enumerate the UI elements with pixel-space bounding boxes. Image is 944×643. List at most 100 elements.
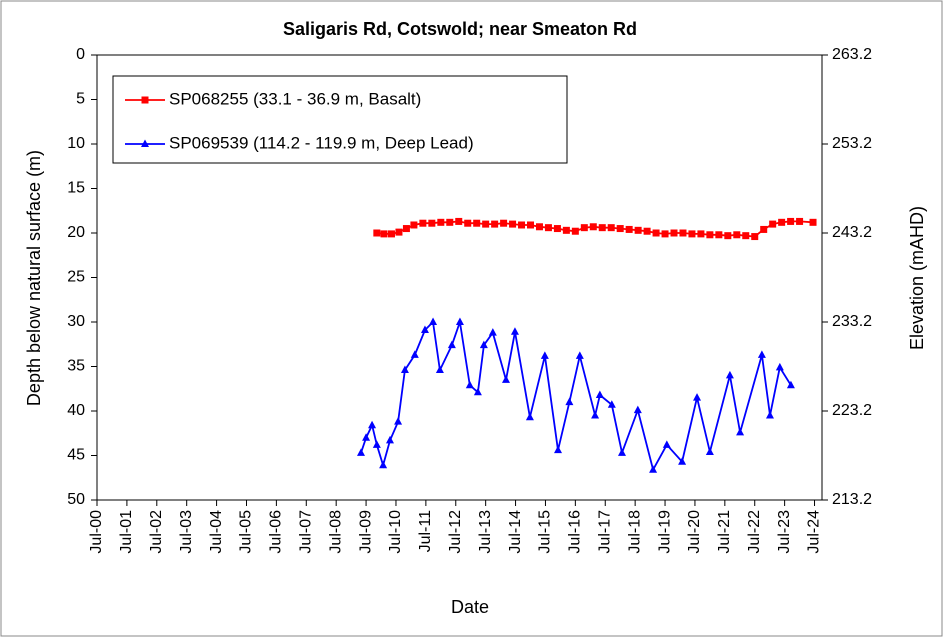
data-point <box>595 390 604 398</box>
y-axis-label: Depth below natural surface (m) <box>24 150 44 406</box>
legend-label: SP068255 (33.1 - 36.9 m, Basalt) <box>169 89 421 108</box>
data-point <box>809 218 817 226</box>
data-point <box>429 317 438 325</box>
data-point <box>428 219 436 227</box>
data-point <box>379 460 388 469</box>
data-point <box>634 226 642 234</box>
data-point <box>715 231 723 239</box>
data-point <box>607 224 615 232</box>
y2-tick-label: 253.2 <box>832 135 872 152</box>
x-tick-label: Jul-19 <box>656 510 673 554</box>
y-tick-label: 0 <box>76 46 85 63</box>
data-point <box>447 340 456 349</box>
y-tick-label: 50 <box>67 491 85 508</box>
data-point <box>652 229 660 237</box>
data-point <box>786 380 795 389</box>
data-point <box>395 228 403 236</box>
data-point <box>482 220 490 228</box>
x-tick-label: Jul-14 <box>507 510 524 554</box>
data-point <box>435 365 444 374</box>
data-point <box>535 223 543 231</box>
data-point <box>742 232 750 240</box>
data-point <box>617 448 626 456</box>
data-point <box>575 351 584 359</box>
data-point <box>525 412 534 421</box>
data-point <box>380 230 388 238</box>
data-point <box>562 226 570 234</box>
data-point <box>693 393 702 401</box>
data-point <box>385 435 394 444</box>
y2-axis-label: Elevation (mAHD) <box>907 206 927 350</box>
data-point <box>591 410 600 419</box>
legend-marker <box>141 96 149 104</box>
data-point <box>670 229 678 237</box>
data-point <box>509 220 517 228</box>
data-point <box>410 350 419 358</box>
x-tick-label: Jul-17 <box>596 510 613 554</box>
data-point <box>751 233 759 241</box>
y2-tick-label: 243.2 <box>832 224 872 241</box>
y-tick-label: 10 <box>67 135 85 152</box>
x-tick-label: Jul-06 <box>268 510 285 554</box>
x-tick-label: Jul-13 <box>477 510 494 554</box>
data-point <box>402 225 410 233</box>
legend-label: SP069539 (114.2 - 119.9 m, Deep Lead) <box>169 133 474 152</box>
data-point <box>705 447 714 455</box>
x-tick-label: Jul-03 <box>178 510 195 554</box>
data-point <box>769 220 777 228</box>
x-tick-label: Jul-20 <box>686 510 703 554</box>
data-point <box>733 231 741 239</box>
data-point <box>580 224 588 232</box>
data-point <box>540 351 549 359</box>
data-point <box>589 223 597 231</box>
data-point <box>616 225 624 233</box>
x-tick-label: Jul-00 <box>88 510 105 554</box>
x-tick-label: Jul-04 <box>208 510 225 554</box>
data-point <box>607 400 616 408</box>
y-tick-label: 5 <box>76 91 85 108</box>
data-point <box>455 217 463 225</box>
x-tick-label: Jul-18 <box>626 510 643 554</box>
data-point <box>446 218 454 226</box>
x-tick-label: Jul-08 <box>327 510 344 554</box>
data-point <box>662 440 671 448</box>
data-point <box>473 387 482 396</box>
data-point <box>419 219 427 227</box>
data-point <box>510 327 519 335</box>
y2-tick-label: 233.2 <box>832 313 872 330</box>
data-point <box>501 375 510 383</box>
data-point <box>678 457 687 465</box>
data-point <box>500 219 508 227</box>
data-point <box>400 365 409 374</box>
y2-tick-label: 213.2 <box>832 491 872 508</box>
x-tick-label: Jul-23 <box>776 510 793 554</box>
data-point <box>479 340 488 349</box>
y-tick-label: 15 <box>67 180 85 197</box>
data-point <box>368 420 377 429</box>
data-point <box>697 230 705 238</box>
data-point <box>688 230 696 238</box>
x-tick-label: Jul-09 <box>357 510 374 554</box>
data-point <box>420 325 429 334</box>
data-point <box>796 217 804 225</box>
y-tick-label: 35 <box>67 358 85 375</box>
data-point <box>437 218 445 226</box>
legend-marker <box>141 139 149 147</box>
data-point <box>643 227 651 235</box>
data-point <box>527 221 535 229</box>
data-point <box>625 225 633 233</box>
x-tick-label: Jul-07 <box>297 510 314 554</box>
data-point <box>464 219 472 227</box>
data-point <box>455 317 464 325</box>
data-point <box>554 445 563 454</box>
data-point <box>387 230 395 238</box>
data-point <box>778 218 786 226</box>
x-tick-label: Jul-24 <box>806 510 823 554</box>
x-tick-label: Jul-22 <box>746 510 763 554</box>
y2-tick-label: 263.2 <box>832 46 872 63</box>
data-point <box>488 328 497 336</box>
y-tick-label: 25 <box>67 269 85 286</box>
y-tick-label: 45 <box>67 447 85 464</box>
